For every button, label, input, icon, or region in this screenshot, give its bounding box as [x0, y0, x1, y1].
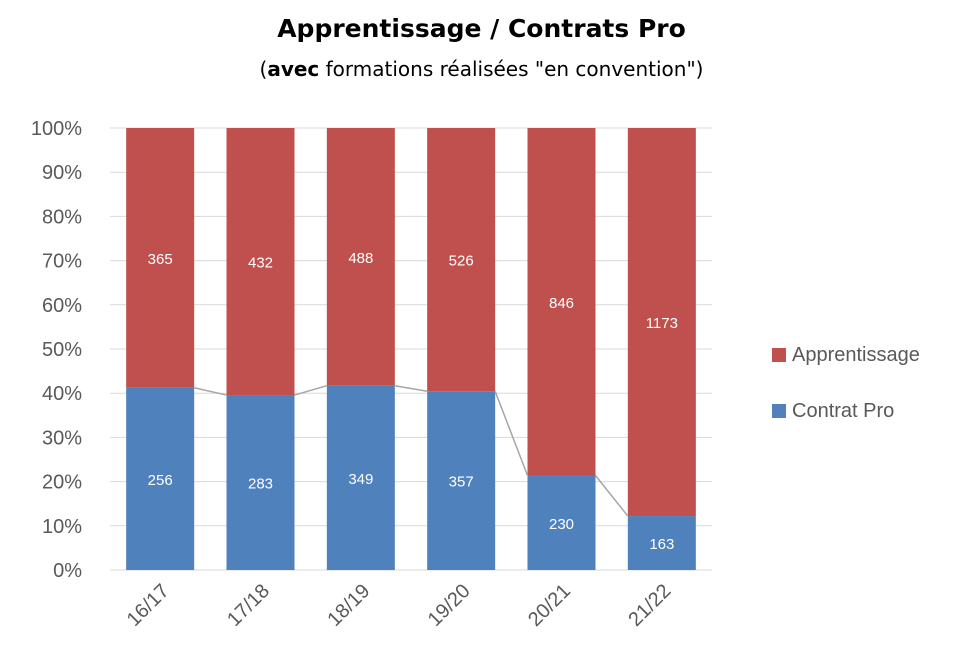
bar-apprentissage	[126, 128, 195, 388]
bar-apprentissage	[226, 128, 295, 396]
data-label-contrat-pro: 349	[348, 471, 373, 488]
y-tick-label: 90%	[42, 162, 82, 184]
legend-label: Contrat Pro	[792, 400, 894, 422]
y-axis: 0% 10% 20% 30% 40% 50% 60% 70% 80% 90% 100%	[31, 118, 82, 582]
bar-apprentissage	[427, 128, 496, 392]
data-label-contrat-pro: 256	[148, 472, 173, 489]
data-label-contrat-pro: 230	[549, 516, 574, 533]
data-label-apprentissage: 432	[248, 255, 273, 272]
data-label-apprentissage: 365	[148, 251, 173, 268]
data-label-contrat-pro: 283	[248, 476, 273, 493]
series-connector-line	[494, 391, 529, 476]
y-tick-label: 0%	[53, 560, 82, 582]
bar-contrat-pro	[527, 475, 596, 570]
bar-apprentissage	[326, 128, 395, 386]
y-tick-label: 20%	[42, 472, 82, 494]
y-tick-label: 60%	[42, 295, 82, 317]
bar-contrat-pro	[627, 516, 696, 570]
data-label-apprentissage: 488	[348, 250, 373, 267]
legend: Apprentissage Contrat Pro	[772, 344, 920, 422]
data-label-apprentissage: 1173	[646, 315, 678, 332]
series-connector-line	[594, 475, 629, 517]
legend-label: Apprentissage	[792, 344, 920, 366]
data-label-apprentissage: 846	[549, 295, 574, 312]
y-tick-label: 70%	[42, 251, 82, 273]
y-tick-label: 80%	[42, 206, 82, 228]
y-tick-label: 40%	[42, 383, 82, 405]
data-label-contrat-pro: 357	[449, 474, 474, 491]
data-label-contrat-pro: 163	[649, 536, 674, 553]
bar-contrat-pro	[226, 395, 295, 570]
bar-contrat-pro	[427, 391, 496, 570]
y-tick-label: 10%	[42, 516, 82, 538]
data-label-apprentissage: 526	[449, 253, 474, 270]
grid-lines	[110, 127, 712, 571]
bar-contrat-pro	[326, 385, 395, 570]
bar-apprentissage	[627, 128, 696, 517]
x-tick-label: 21/22	[624, 580, 675, 631]
subtitle-rest: formations réalisées "en convention"	[319, 57, 696, 81]
series-connector-line	[394, 384, 428, 393]
legend-swatch	[772, 348, 786, 362]
bars	[126, 128, 696, 570]
bar-apprentissage	[527, 128, 596, 476]
y-tick-label: 30%	[42, 427, 82, 449]
x-tick-label: 17/18	[223, 580, 274, 631]
data-labels: 256 365 283 432 349 488 357 526 230 846 163 1173	[148, 250, 678, 553]
x-tick-label: 19/20	[424, 580, 475, 631]
y-tick-label: 50%	[42, 339, 82, 361]
subtitle-bold: avec	[267, 57, 320, 81]
series-connector-line	[294, 384, 328, 396]
bar-contrat-pro	[126, 387, 195, 570]
chart-subtitle: (avec formations réalisées "en conventio…	[259, 57, 704, 81]
connector-lines	[194, 384, 629, 517]
y-tick-label: 100%	[31, 118, 82, 140]
chart-title: Apprentissage / Contrats Pro	[277, 14, 686, 43]
x-tick-label: 18/19	[323, 580, 374, 631]
x-axis: 16/17 17/18 18/19 19/20 20/21 21/22	[123, 580, 676, 631]
x-tick-label: 20/21	[524, 580, 575, 631]
x-tick-label: 16/17	[123, 580, 174, 631]
legend-swatch	[772, 404, 786, 418]
series-connector-line	[194, 387, 227, 396]
